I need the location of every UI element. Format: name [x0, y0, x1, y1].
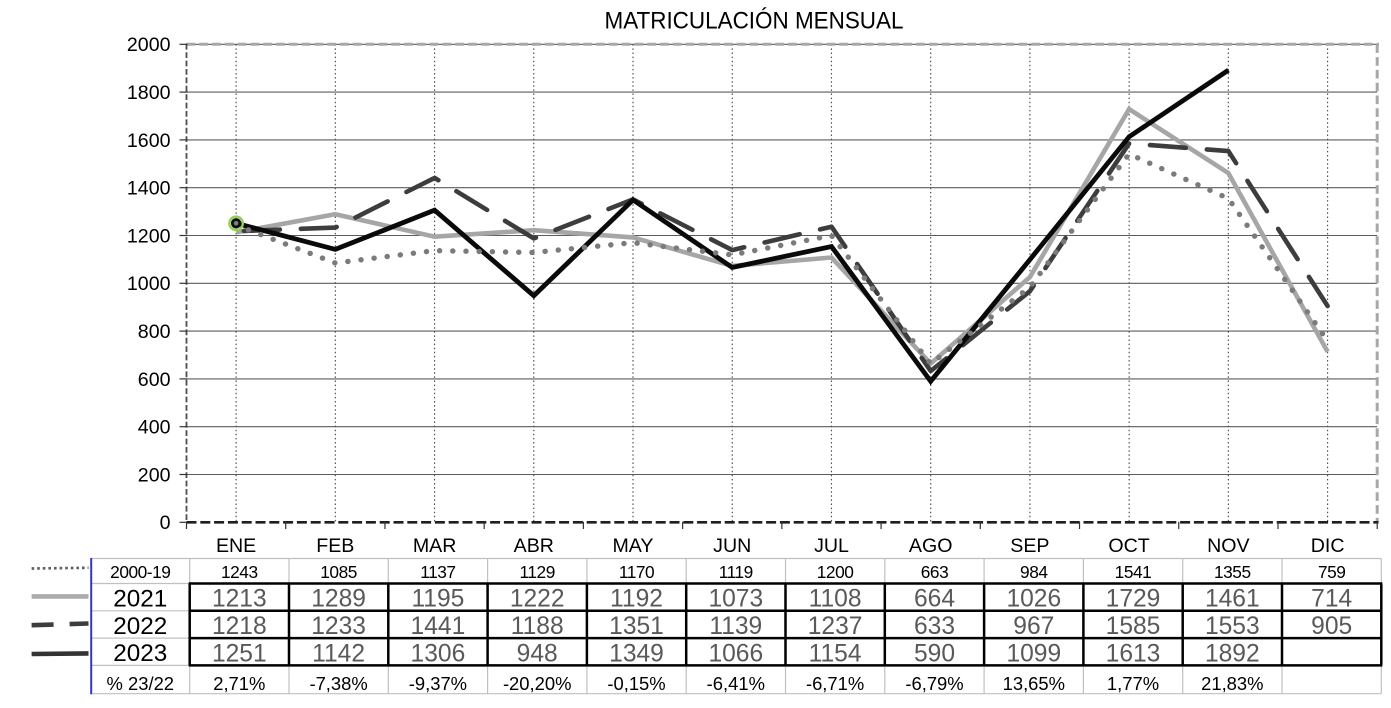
svg-text:OCT: OCT — [1108, 535, 1149, 557]
svg-text:633: 633 — [914, 613, 955, 640]
svg-text:1237: 1237 — [808, 613, 863, 640]
svg-text:1800: 1800 — [127, 82, 171, 104]
svg-text:1099: 1099 — [1006, 640, 1061, 667]
svg-text:664: 664 — [914, 586, 955, 613]
svg-text:400: 400 — [138, 417, 171, 439]
svg-text:2000: 2000 — [127, 34, 171, 56]
svg-text:JUN: JUN — [713, 535, 751, 557]
svg-text:948: 948 — [517, 640, 558, 667]
svg-text:1233: 1233 — [311, 613, 366, 640]
svg-text:663: 663 — [921, 562, 948, 582]
svg-text:1306: 1306 — [411, 640, 466, 667]
svg-text:1541: 1541 — [1115, 562, 1152, 582]
svg-text:1142: 1142 — [312, 640, 365, 667]
svg-text:1729: 1729 — [1106, 586, 1161, 613]
svg-text:1000: 1000 — [127, 273, 171, 295]
svg-text:-9,37%: -9,37% — [409, 673, 467, 694]
svg-text:13,65%: 13,65% — [1003, 673, 1065, 694]
svg-text:2022: 2022 — [113, 613, 167, 640]
svg-text:1251: 1251 — [212, 640, 267, 667]
svg-text:-20,20%: -20,20% — [503, 673, 572, 694]
svg-text:600: 600 — [138, 369, 171, 391]
svg-text:1585: 1585 — [1106, 613, 1161, 640]
svg-text:200: 200 — [138, 464, 171, 486]
svg-text:ENE: ENE — [216, 535, 256, 557]
svg-text:1139: 1139 — [709, 613, 762, 640]
svg-text:2,71%: 2,71% — [213, 673, 265, 694]
svg-text:ABR: ABR — [514, 535, 554, 557]
svg-text:1461: 1461 — [1205, 586, 1260, 613]
svg-text:1192: 1192 — [610, 586, 663, 613]
svg-text:1400: 1400 — [127, 178, 171, 200]
svg-text:MATRICULACIÓN MENSUAL: MATRICULACIÓN MENSUAL — [605, 8, 904, 35]
svg-text:1066: 1066 — [708, 640, 763, 667]
svg-text:-7,38%: -7,38% — [309, 673, 367, 694]
svg-text:0: 0 — [160, 512, 171, 534]
svg-text:967: 967 — [1013, 613, 1054, 640]
svg-text:800: 800 — [138, 321, 171, 343]
svg-text:1085: 1085 — [320, 562, 357, 582]
svg-text:590: 590 — [914, 640, 955, 667]
svg-text:1200: 1200 — [127, 225, 171, 247]
svg-text:1355: 1355 — [1214, 562, 1251, 582]
svg-text:1195: 1195 — [411, 586, 464, 613]
svg-text:1213: 1213 — [212, 586, 267, 613]
svg-text:1154: 1154 — [809, 640, 862, 667]
svg-text:759: 759 — [1318, 562, 1345, 582]
svg-text:1892: 1892 — [1205, 640, 1260, 667]
svg-text:JUL: JUL — [814, 535, 849, 557]
svg-text:1188: 1188 — [511, 613, 564, 640]
svg-text:2023: 2023 — [113, 640, 167, 667]
svg-text:1351: 1351 — [609, 613, 664, 640]
svg-text:FEB: FEB — [316, 535, 354, 557]
svg-text:1600: 1600 — [127, 130, 171, 152]
svg-text:1026: 1026 — [1006, 586, 1061, 613]
svg-text:-6,41%: -6,41% — [707, 673, 765, 694]
svg-text:905: 905 — [1311, 613, 1352, 640]
svg-text:1243: 1243 — [221, 562, 258, 582]
svg-text:1108: 1108 — [809, 586, 862, 613]
svg-text:-0,15%: -0,15% — [607, 673, 665, 694]
svg-text:% 23/22: % 23/22 — [107, 673, 174, 694]
svg-text:1349: 1349 — [609, 640, 664, 667]
svg-text:2000-19: 2000-19 — [110, 562, 170, 582]
svg-text:21,83%: 21,83% — [1201, 673, 1263, 694]
svg-text:1218: 1218 — [212, 613, 267, 640]
svg-text:MAR: MAR — [413, 535, 457, 557]
svg-text:NOV: NOV — [1207, 535, 1249, 557]
svg-text:AGO: AGO — [909, 535, 953, 557]
svg-text:SEP: SEP — [1010, 535, 1049, 557]
svg-text:MAY: MAY — [612, 535, 653, 557]
svg-text:1200: 1200 — [817, 562, 854, 582]
svg-text:1441: 1441 — [411, 613, 466, 640]
svg-text:-6,79%: -6,79% — [905, 673, 963, 694]
svg-text:1137: 1137 — [420, 562, 455, 582]
svg-text:1,77%: 1,77% — [1107, 673, 1159, 694]
svg-text:DIC: DIC — [1311, 535, 1345, 557]
svg-text:1073: 1073 — [708, 586, 763, 613]
svg-text:1119: 1119 — [719, 562, 753, 582]
svg-text:1553: 1553 — [1205, 613, 1260, 640]
svg-text:1613: 1613 — [1106, 640, 1161, 667]
svg-text:1170: 1170 — [619, 562, 654, 582]
svg-text:714: 714 — [1311, 586, 1352, 613]
svg-text:1289: 1289 — [311, 586, 366, 613]
svg-text:-6,71%: -6,71% — [806, 673, 864, 694]
svg-text:1129: 1129 — [520, 562, 555, 582]
svg-text:1222: 1222 — [510, 586, 565, 613]
svg-text:2021: 2021 — [113, 586, 167, 613]
svg-text:984: 984 — [1020, 562, 1048, 582]
